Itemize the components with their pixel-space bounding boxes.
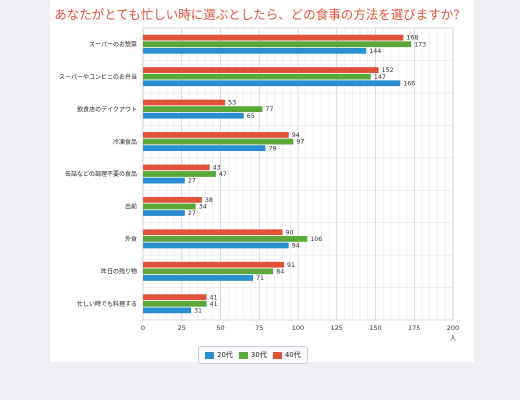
bar-30代 xyxy=(143,268,274,275)
bar-value-label: 106 xyxy=(310,236,322,243)
bar-value-label: 94 xyxy=(292,132,300,139)
bar-30代 xyxy=(143,41,412,48)
x-tick-label: 100 xyxy=(292,324,304,332)
bar-30代 xyxy=(143,171,216,177)
category-label: 外食 xyxy=(125,235,137,243)
bar-20代 xyxy=(143,210,185,216)
bar-value-label: 144 xyxy=(369,48,381,55)
legend-item[interactable]: 30代 xyxy=(238,350,267,360)
legend-swatch xyxy=(205,351,214,359)
legend-label: 40代 xyxy=(284,351,301,359)
bar-30代 xyxy=(143,138,294,145)
bar-value-label: 79 xyxy=(268,145,276,152)
bar-value-label: 152 xyxy=(382,67,394,74)
category-label: 缶詰などの調理不要の食品 xyxy=(65,170,137,178)
bar-value-label: 147 xyxy=(374,74,386,81)
bar-40代 xyxy=(143,132,289,138)
bar-30代 xyxy=(143,106,263,113)
bar-20代 xyxy=(143,275,254,281)
bar-value-label: 168 xyxy=(406,35,418,42)
category-label: 出前 xyxy=(125,203,137,211)
legend-swatch xyxy=(272,351,282,359)
bar-value-label: 173 xyxy=(414,41,426,48)
legend-item[interactable]: 20代 xyxy=(205,350,233,360)
bar-value-label: 31 xyxy=(194,307,202,314)
legend-item[interactable]: 40代 xyxy=(272,350,301,360)
x-tick-label: 175 xyxy=(408,324,420,332)
bar-40代 xyxy=(143,294,207,301)
bar-40代 xyxy=(143,196,202,203)
bar-value-label: 65 xyxy=(247,113,255,120)
bar-30代 xyxy=(143,300,207,307)
bar-20代 xyxy=(143,112,244,119)
bar-value-label: 90 xyxy=(286,229,294,236)
legend-swatch xyxy=(238,351,248,359)
bar-value-label: 71 xyxy=(256,275,264,282)
bar-40代 xyxy=(143,261,285,268)
bar-20代 xyxy=(143,242,289,249)
chart-title: あなたがとても忙しい時に選ぶとしたら、どの食事の方法を選びますか？ xyxy=(54,7,466,22)
legend-label: 20代 xyxy=(217,351,233,359)
chart-legend: 20代 30代 40代 xyxy=(198,346,308,364)
x-tick-label: 25 xyxy=(178,324,186,332)
bar-value-label: 41 xyxy=(210,294,218,301)
bar-40代 xyxy=(143,164,210,171)
bar-value-label: 94 xyxy=(292,243,300,250)
bar-40代 xyxy=(143,99,226,106)
bar-value-label: 84 xyxy=(276,268,284,275)
bar-value-label: 166 xyxy=(403,80,415,87)
bar-30代 xyxy=(143,73,371,80)
bar-40代 xyxy=(143,67,379,73)
bar-value-label: 27 xyxy=(188,210,196,217)
x-tick-label: 125 xyxy=(331,324,343,332)
bar-20代 xyxy=(143,80,401,87)
bar-value-label: 97 xyxy=(296,139,304,146)
bar-value-label: 91 xyxy=(287,262,295,269)
category-label: 昨日の残り物 xyxy=(101,268,137,276)
category-label: 冷凍食品 xyxy=(113,138,137,146)
x-tick-label: 0 xyxy=(141,324,145,332)
x-tick-label: 200 xyxy=(447,324,459,332)
bar-20代 xyxy=(143,307,192,314)
legend-label: 30代 xyxy=(250,351,267,359)
category-label: スーパーやコンビニのお弁当 xyxy=(59,73,137,81)
category-label: スーパーのお惣菜 xyxy=(89,40,137,48)
bar-value-label: 47 xyxy=(219,171,227,178)
bar-40代 xyxy=(143,34,404,41)
category-label: 飲食店のテイクアウト xyxy=(77,105,137,113)
category-label: 忙しい時でも料理する xyxy=(77,300,137,308)
bar-value-label: 38 xyxy=(205,197,213,204)
x-axis-unit-label: 人 xyxy=(450,334,457,342)
bar-20代 xyxy=(143,177,185,184)
bar-30代 xyxy=(143,203,196,210)
bar-value-label: 43 xyxy=(213,165,221,172)
x-tick-label: 50 xyxy=(216,324,224,332)
bar-value-label: 27 xyxy=(188,178,196,185)
bar-value-label: 34 xyxy=(199,204,207,211)
x-tick-label: 150 xyxy=(369,324,381,332)
bar-value-label: 53 xyxy=(228,100,236,107)
bar-40代 xyxy=(143,229,283,236)
bar-20代 xyxy=(143,145,266,152)
x-tick-label: 75 xyxy=(255,324,263,332)
bar-30代 xyxy=(143,235,308,242)
bar-value-label: 41 xyxy=(210,301,218,308)
bar-20代 xyxy=(143,47,367,54)
bar-value-label: 77 xyxy=(265,106,273,113)
